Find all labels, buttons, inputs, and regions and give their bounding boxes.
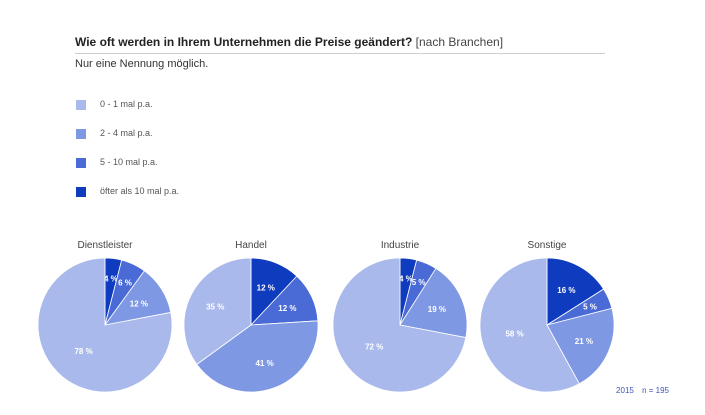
pie-slice xyxy=(546,257,605,326)
pie-slice xyxy=(37,257,173,393)
chart-subtitle: Nur eine Nennung möglich. xyxy=(75,58,209,70)
slice-label: 12 % xyxy=(257,284,275,293)
pie-chart: Dienstleister 4 % 6 % 12 % 78 % xyxy=(37,240,173,393)
slice-label: 41 % xyxy=(255,359,273,368)
slice-label: 72 % xyxy=(365,342,383,351)
slice-label: 35 % xyxy=(206,303,224,312)
slice-label: 21 % xyxy=(575,337,593,346)
pie-title: Industrie xyxy=(381,240,420,251)
chart-title-main: Wie oft werden in Ihrem Unternehmen die … xyxy=(75,35,413,49)
pie-slice xyxy=(546,307,615,385)
pie-slice xyxy=(196,320,319,393)
slice-label: 78 % xyxy=(74,347,92,356)
title-divider xyxy=(75,53,605,54)
slice-label: 5 % xyxy=(583,302,597,311)
slice-label: 12 % xyxy=(130,300,148,309)
slice-label: 12 % xyxy=(278,304,296,313)
legend-label: 0 - 1 mal p.a. xyxy=(100,99,153,109)
pie-chart: Sonstige 16 % 5 % 21 % 58 % xyxy=(479,240,615,393)
chart-header: Wie oft werden in Ihrem Unternehmen die … xyxy=(75,34,605,50)
legend-swatch xyxy=(76,158,86,168)
pie-chart: Handel 12 % 12 % 41 % 35 % xyxy=(183,240,319,393)
slice-label: 58 % xyxy=(505,329,523,338)
pie-title: Handel xyxy=(235,240,267,251)
footer-year: 2015 xyxy=(616,386,634,395)
chart-title-suffix: [nach Branchen] xyxy=(415,35,504,49)
pie-slice xyxy=(479,257,580,393)
pie-slice xyxy=(399,267,468,339)
slice-label: 16 % xyxy=(557,286,575,295)
legend-swatch xyxy=(76,100,86,110)
chart-title: Wie oft werden in Ihrem Unternehmen die … xyxy=(75,34,605,50)
slice-label: 4 % xyxy=(399,275,413,284)
legend-label: öfter als 10 mal p.a. xyxy=(100,186,180,196)
pie-title: Dienstleister xyxy=(77,240,133,251)
legend-label: 2 - 4 mal p.a. xyxy=(100,128,153,138)
pie-slice xyxy=(183,257,252,365)
pie-slice xyxy=(332,257,467,393)
legend-label: 5 - 10 mal p.a. xyxy=(100,157,158,167)
slice-label: 5 % xyxy=(412,278,426,287)
pie-title: Sonstige xyxy=(528,240,567,251)
slice-label: 6 % xyxy=(118,279,132,288)
footer-sample-size: n = 195 xyxy=(642,386,669,395)
legend-swatch xyxy=(76,187,86,197)
slice-label: 4 % xyxy=(104,275,118,284)
pie-chart: Industrie 4 %5 % 19 % 72 % xyxy=(332,240,468,393)
slice-label: 19 % xyxy=(428,305,446,314)
legend-swatch xyxy=(76,129,86,139)
chart-footer: 2015 n = 195 xyxy=(616,386,669,395)
